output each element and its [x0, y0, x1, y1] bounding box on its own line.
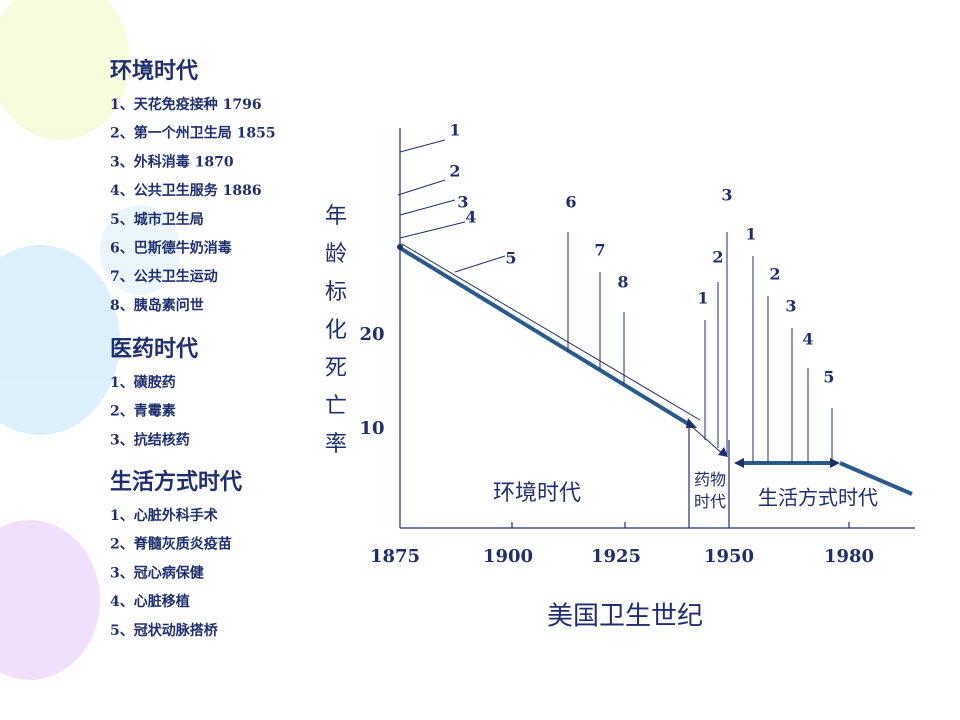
- section-item: 2、第一个州卫生局 1855: [110, 125, 276, 142]
- y-tick-label: 20: [359, 324, 384, 345]
- y-tick-label: 10: [359, 418, 384, 439]
- y-axis-label: 年龄标化死亡率: [325, 204, 347, 457]
- section-item: 3、外科消毒 1870: [110, 153, 234, 170]
- marker-label: 1: [449, 121, 460, 140]
- x-tick-label: 1925: [591, 546, 641, 567]
- trend-line: [689, 424, 725, 456]
- section-title: 医药时代: [110, 337, 198, 362]
- marker-label: 6: [565, 193, 576, 212]
- life-markers: 1 2 3 4 5: [745, 225, 834, 387]
- section-item: 2、脊髓灰质炎疫苗: [110, 536, 232, 553]
- background-balloons: [0, 0, 180, 680]
- section-title: 生活方式时代: [110, 469, 242, 495]
- era-label-text: 药物时代: [694, 470, 726, 511]
- marker-label: 3: [457, 193, 468, 212]
- x-tick-label: 1950: [704, 546, 754, 567]
- marker-label: 3: [721, 186, 732, 205]
- x-axis-title: 美国卫生世纪: [547, 602, 703, 632]
- marker-label: 2: [449, 162, 460, 181]
- marker-label: 4: [465, 208, 476, 227]
- section-item: 5、城市卫生局: [110, 211, 204, 228]
- marker-label: 1: [745, 225, 756, 244]
- section-item: 4、心脏移植: [110, 593, 190, 610]
- section-item: 7、公共卫生运动: [110, 268, 218, 285]
- marker-label: 5: [505, 249, 516, 268]
- section-item: 8、胰岛素问世: [110, 297, 204, 314]
- section-item: 3、冠心病保健: [110, 564, 204, 581]
- section-item: 1、心脏外科手术: [110, 507, 218, 524]
- era-list: 环境时代 1、天花免疫接种 1796 2、第一个州卫生局 1855 3、外科消毒 18…: [110, 58, 276, 639]
- env-markers: 1 2 3 4 5 6 7 8: [449, 121, 628, 292]
- diagram: 1 2 3 4 5 6 7 8 1 2 3 1 2 3 4 5 20 10 18…: [325, 121, 915, 632]
- section-item: 2、青霉素: [110, 403, 176, 420]
- era-label: 药物时代: [694, 470, 726, 511]
- marker-label: 3: [785, 297, 796, 316]
- marker-label: 8: [617, 273, 628, 292]
- section-item: 1、天花免疫接种 1796: [110, 96, 262, 113]
- marker-label: 2: [769, 265, 780, 284]
- marker-label: 7: [594, 241, 605, 260]
- x-tick-label: 1900: [483, 546, 533, 567]
- era-label: 环境时代: [493, 481, 581, 506]
- trend-thin: [401, 243, 701, 421]
- y-label-text: 年龄标化死亡率: [325, 204, 347, 457]
- med-markers: 1 2 3: [697, 186, 732, 308]
- marker-label: 5: [823, 368, 834, 387]
- section-item: 1、磺胺药: [110, 374, 176, 391]
- marker-label: 4: [802, 330, 813, 349]
- x-tick-label: 1875: [370, 546, 420, 567]
- era-label: 生活方式时代: [758, 486, 878, 510]
- marker-lines: [397, 139, 833, 463]
- section-item: 6、巴斯德牛奶消毒: [110, 240, 232, 257]
- section-item: 5、冠状动脉搭桥: [110, 622, 219, 639]
- trend-line: [398, 246, 692, 427]
- section-item: 3、抗结核药: [110, 431, 190, 448]
- marker-label: 2: [712, 248, 723, 267]
- x-tick-marks: [511, 522, 850, 528]
- marker-label: 1: [697, 289, 708, 308]
- trend-line: [839, 461, 913, 496]
- x-tick-label: 1980: [824, 546, 874, 567]
- section-item: 4、公共卫生服务 1886: [110, 182, 262, 199]
- section-title: 环境时代: [110, 58, 198, 84]
